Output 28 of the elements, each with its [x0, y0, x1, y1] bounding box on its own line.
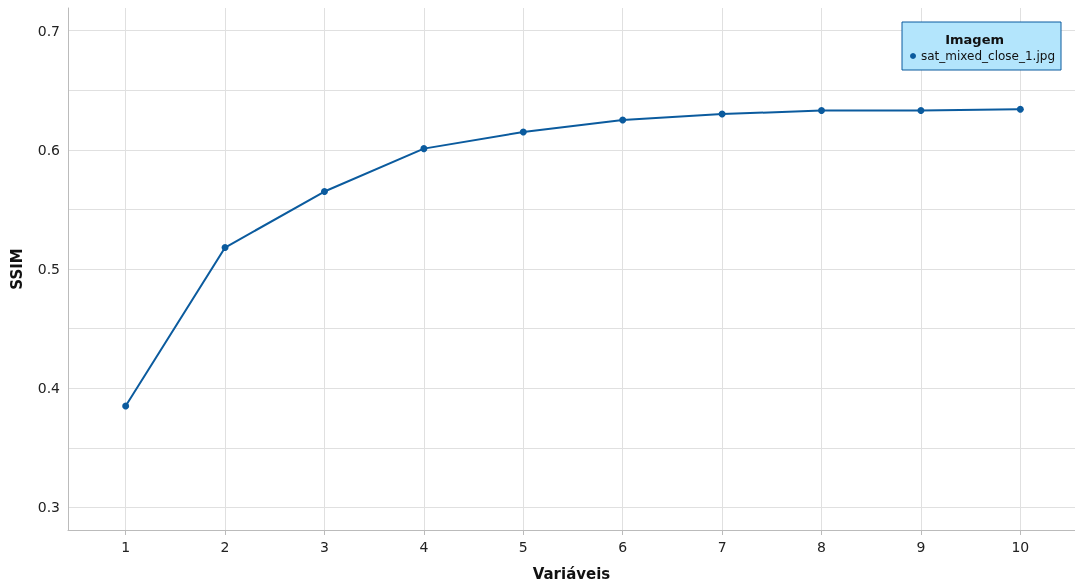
- point: [619, 116, 627, 124]
- point: [519, 128, 527, 136]
- x-tick-label: 7: [717, 539, 727, 555]
- y-tick-label: 0.7: [37, 22, 60, 39]
- y-tick-label: 0.5: [37, 261, 60, 277]
- x-tick-label: 3: [320, 539, 329, 555]
- y-axis-title: SSIM: [7, 248, 26, 290]
- x-tick-label: 8: [817, 539, 826, 555]
- point: [122, 402, 130, 410]
- y-tick-label: 0.3: [37, 499, 60, 516]
- point: [320, 188, 328, 196]
- point: [221, 244, 229, 252]
- y-tick-label: 0.6: [37, 141, 61, 158]
- point: [917, 106, 925, 114]
- x-tick-label: 4: [419, 539, 429, 555]
- point: [1016, 105, 1024, 113]
- x-tick-label: 9: [916, 539, 926, 555]
- x-axis-title: Variáveis: [532, 564, 611, 583]
- x-tick-label: 1: [121, 539, 131, 555]
- y-tick-label: 0.4: [37, 380, 61, 397]
- x-tick-label: 2: [220, 539, 230, 555]
- legend-label: sat_mixed_close_1.jpg: [921, 49, 1056, 63]
- x-tick-label: 10: [1011, 539, 1030, 555]
- point: [420, 145, 428, 153]
- point: [818, 106, 826, 114]
- legend-title: Imagem: [945, 32, 1004, 47]
- x-tick-label: 5: [518, 539, 528, 555]
- x-tick-label: 6: [618, 539, 628, 555]
